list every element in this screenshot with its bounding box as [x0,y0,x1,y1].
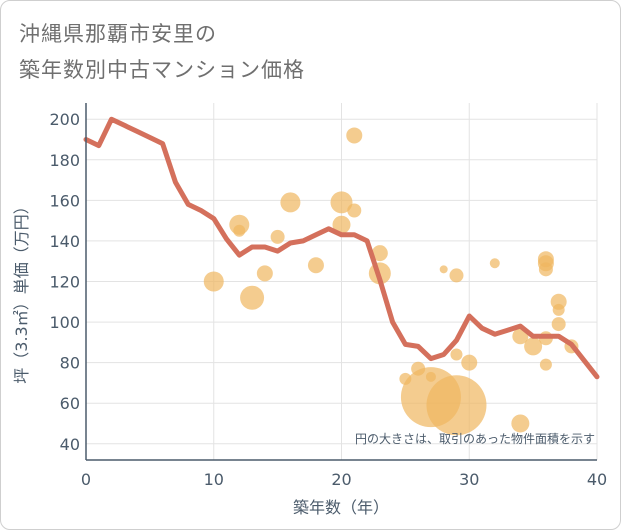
x-tick-label: 0 [81,470,91,489]
transaction-bubble [371,245,388,262]
transaction-bubble [426,375,487,436]
x-tick-label: 30 [459,470,479,489]
chart-title-line2: 築年数別中古マンション価格 [19,58,305,82]
transaction-bubble [425,371,436,382]
transaction-bubble [539,358,552,371]
x-tick-label: 20 [331,470,351,489]
y-axis-title: 坪（3.3㎡）単価（万円） [12,198,31,383]
average-price-line [83,116,600,380]
transaction-bubble [307,257,324,274]
tick-labels: 40 60 80 100 120 140 160 180 200 0 10 20 30 40 [49,110,607,489]
chart-title-line1: 沖縄県那覇市安里の [19,22,217,46]
transaction-bubble [280,192,301,213]
grid-layer [85,103,598,460]
transaction-bubble [461,354,478,371]
x-axis-title: 築年数（年） [293,498,389,517]
transaction-bubble [347,203,362,218]
transaction-bubble [332,215,351,234]
y-tick-label: 180 [49,151,80,170]
transaction-bubble [450,348,463,361]
transaction-bubble [511,414,530,433]
transaction-bubble [538,262,553,277]
y-tick-label: 80 [60,354,80,373]
axis-layer [85,103,597,461]
transaction-bubble [439,265,448,274]
y-tick-label: 200 [49,110,80,129]
transaction-bubble [489,258,500,269]
transaction-bubble [449,268,464,283]
y-tick-label: 160 [49,191,80,210]
transaction-bubble [551,317,566,332]
transaction-bubble [256,265,273,282]
transaction-bubble [233,224,246,237]
transaction-bubble [346,127,363,144]
y-tick-label: 40 [60,435,80,454]
transaction-bubble [330,191,353,214]
y-tick-label: 120 [49,273,80,292]
transaction-bubble [552,303,565,316]
transaction-bubble [524,337,543,356]
transaction-bubble [203,271,224,292]
y-tick-label: 60 [60,394,80,413]
transaction-bubble [240,285,265,310]
x-tick-label: 10 [204,470,224,489]
y-tick-label: 100 [49,313,80,332]
bubble-size-note: 円の大きさは、取引のあった物件面積を示す [355,431,595,446]
transaction-bubble [270,229,285,244]
x-tick-label: 40 [587,470,607,489]
y-tick-label: 140 [49,232,80,251]
